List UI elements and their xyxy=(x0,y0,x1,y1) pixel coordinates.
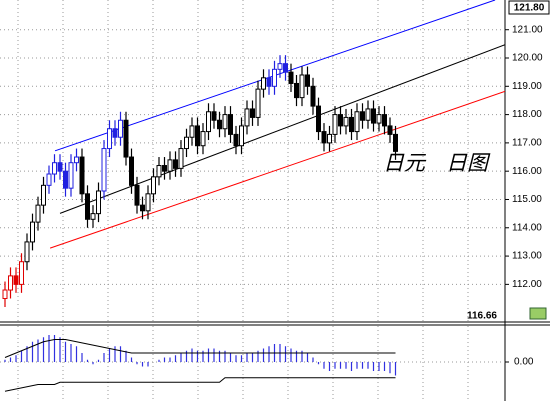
candle-body xyxy=(2,289,8,300)
candle-body xyxy=(321,131,327,144)
candle-body xyxy=(206,111,211,133)
candle-body xyxy=(382,114,387,127)
y-tick-label: 115.00 xyxy=(512,194,542,205)
candle-body xyxy=(189,125,195,138)
candle-body xyxy=(250,108,255,118)
candle-body xyxy=(200,131,206,147)
trendline xyxy=(59,44,505,214)
candle-body xyxy=(63,170,68,189)
candle-body xyxy=(156,165,162,178)
candle-body xyxy=(101,148,107,192)
candle-body xyxy=(327,133,332,144)
candle-body xyxy=(365,108,371,121)
candle-body xyxy=(294,82,299,99)
candle-body xyxy=(46,173,52,186)
candle-body xyxy=(129,156,134,186)
candle-body xyxy=(90,213,96,220)
candle-body xyxy=(123,119,129,158)
y-tick-label: 112.00 xyxy=(512,279,542,290)
candle-body xyxy=(13,275,19,285)
y-tick-label: 121.00 xyxy=(512,24,543,35)
candle-body xyxy=(118,119,123,138)
candle-body xyxy=(239,125,244,147)
candle-body xyxy=(134,184,140,206)
oscillator-panel xyxy=(0,326,505,401)
candle-body xyxy=(52,162,57,175)
candle-body xyxy=(310,85,316,107)
trendline xyxy=(49,90,505,249)
candle-body xyxy=(19,261,24,285)
y-tick-label: 113.00 xyxy=(512,251,542,262)
last-price-label: 116.66 xyxy=(467,311,497,322)
candle-body xyxy=(393,133,398,152)
candle-body xyxy=(371,108,376,124)
y-tick-label: 0.00 xyxy=(514,357,534,368)
candle-body xyxy=(343,116,349,127)
candle-body xyxy=(277,63,283,70)
y-tick-label: 114.00 xyxy=(512,222,542,233)
candle-body xyxy=(332,114,338,135)
candle-body xyxy=(96,190,101,215)
candle-body xyxy=(349,116,354,133)
axis: 112.00 113.00 114.00 115.00 116.00 117.00 118.… xyxy=(505,24,543,368)
candle-body xyxy=(288,71,294,84)
candle-body xyxy=(272,68,277,87)
candle-body xyxy=(145,193,151,212)
candle-body xyxy=(178,148,184,169)
candle-body xyxy=(376,114,382,124)
y-tick-label: 118.00 xyxy=(512,109,542,120)
candle-body xyxy=(316,105,321,133)
candle-body xyxy=(85,193,90,220)
candle-body xyxy=(162,165,167,172)
candle-body xyxy=(184,136,189,150)
candle-body xyxy=(261,77,266,90)
candle-body xyxy=(217,119,222,130)
y-tick-label: 116.00 xyxy=(512,166,542,177)
band-line xyxy=(4,377,396,392)
candle-body xyxy=(244,108,250,127)
candle-body xyxy=(387,125,393,135)
price-panel xyxy=(0,0,505,322)
candle-body xyxy=(112,128,118,138)
candle-body xyxy=(167,159,173,172)
y-tick-label: 119.00 xyxy=(512,81,542,92)
candle-body xyxy=(140,204,145,212)
candle-body xyxy=(24,241,30,263)
candle-body xyxy=(41,184,46,206)
high-label-box xyxy=(508,0,550,15)
candle-body xyxy=(255,88,261,118)
candle-body xyxy=(30,221,35,243)
candle-body xyxy=(68,162,74,189)
candle-body xyxy=(151,176,156,195)
candle-body xyxy=(195,125,200,147)
candle-body xyxy=(107,128,112,150)
candle-body xyxy=(228,114,233,135)
high-label: 121.80 xyxy=(514,3,545,14)
candle-body xyxy=(338,114,343,127)
y-tick-label: 117.00 xyxy=(512,138,542,149)
annotation: 日元 日图 xyxy=(383,151,491,175)
candle-body xyxy=(299,74,305,99)
candle-body xyxy=(360,111,365,121)
candle-body xyxy=(79,156,85,195)
y-tick-label: 120.00 xyxy=(512,53,543,64)
candle-body xyxy=(74,156,79,164)
band-line xyxy=(4,339,396,358)
icon xyxy=(529,307,547,320)
candle-body xyxy=(354,111,360,133)
candle-body xyxy=(305,74,310,87)
candle-body xyxy=(57,162,63,172)
candle-body xyxy=(222,114,228,130)
candle-body xyxy=(35,204,41,223)
candle-body xyxy=(8,275,13,291)
candle-body xyxy=(233,133,239,147)
candle-body xyxy=(283,63,288,73)
candle-body xyxy=(266,77,272,87)
candle-body xyxy=(173,159,178,169)
candle-body xyxy=(211,111,217,121)
